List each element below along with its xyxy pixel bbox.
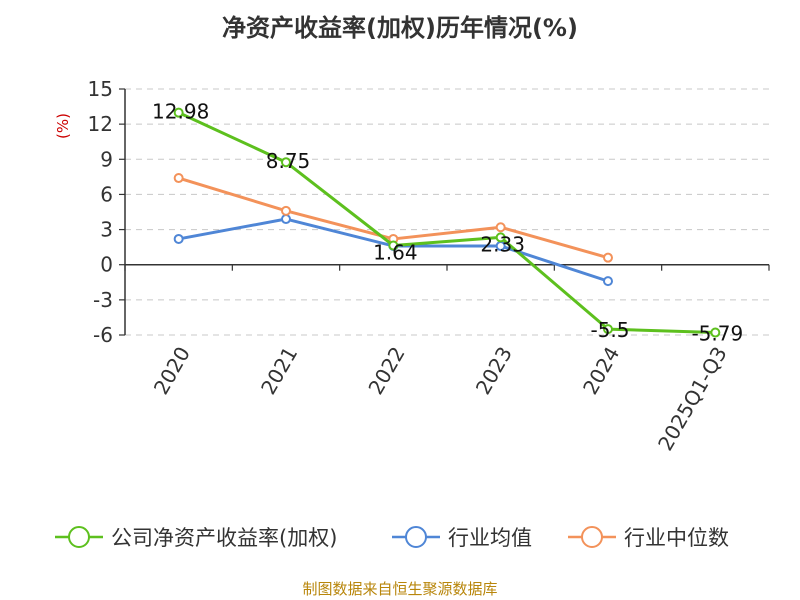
series-0 bbox=[173, 107, 721, 338]
legend-swatch-marker-2 bbox=[581, 526, 603, 548]
data-label-3: 2.33 bbox=[480, 232, 525, 256]
y-tick-label-2: 9 bbox=[100, 147, 113, 171]
y-tick-label-1: 12 bbox=[88, 112, 113, 136]
data-label-0: 12.98 bbox=[152, 100, 209, 124]
footer-source: 制图数据来自恒生聚源数据库 bbox=[302, 580, 497, 598]
chart-title: 净资产收益率(加权)历年情况(%) bbox=[222, 14, 578, 42]
data-label-4: -5.5 bbox=[590, 318, 629, 342]
data-label-5: -5.79 bbox=[691, 322, 743, 346]
series-layer bbox=[173, 107, 721, 338]
series-2-point-4 bbox=[603, 252, 613, 263]
legend-label-2: 行业中位数 bbox=[624, 526, 729, 550]
series-line-0 bbox=[178, 111, 716, 335]
series-0-point-0 bbox=[173, 107, 184, 118]
data-label-2: 1.64 bbox=[373, 241, 418, 265]
series-0-point-2 bbox=[388, 240, 399, 251]
series-1-point-1 bbox=[281, 214, 291, 225]
y-tick-label-4: 3 bbox=[100, 218, 113, 242]
legend: 公司净资产收益率(加权) 行业均值 行业中位数 bbox=[55, 526, 729, 550]
axis-layer: 15 12 9 6 3 0 -3 -6 2020 2021 2022 2023 2024 2025Q1-Q… bbox=[88, 77, 770, 455]
y-tick-label-5: 0 bbox=[100, 253, 113, 277]
y-axis-label: (%) bbox=[54, 113, 72, 139]
series-2-point-1 bbox=[281, 205, 291, 216]
series-0-point-3 bbox=[495, 232, 506, 243]
series-1-point-4 bbox=[603, 276, 613, 287]
series-2-point-0 bbox=[173, 173, 184, 184]
data-label-layer: 12.98 8.75 1.64 2.33 -5.5 -5.79 bbox=[152, 100, 743, 346]
legend-label-1: 行业均值 bbox=[448, 526, 532, 550]
y-tick-label-7: -6 bbox=[93, 323, 113, 347]
x-tick-label-5: 2025Q1-Q3 bbox=[653, 343, 732, 455]
series-1-point-0 bbox=[173, 233, 184, 244]
series-0-point-1 bbox=[281, 157, 291, 168]
legend-item-0[interactable]: 公司净资产收益率(加权) bbox=[55, 526, 337, 550]
legend-swatch-marker-0 bbox=[68, 526, 90, 548]
legend-item-1[interactable]: 行业均值 bbox=[392, 526, 532, 550]
y-tick-label-6: -3 bbox=[93, 288, 113, 312]
series-2-point-3 bbox=[495, 222, 506, 233]
legend-swatch-marker-1 bbox=[405, 526, 427, 548]
x-tick-label-1: 2021 bbox=[256, 343, 302, 399]
x-tick-label-3: 2023 bbox=[471, 343, 517, 399]
x-tick-label-0: 2020 bbox=[149, 343, 195, 399]
legend-label-0: 公司净资产收益率(加权) bbox=[111, 526, 337, 550]
legend-item-2[interactable]: 行业中位数 bbox=[568, 526, 729, 550]
series-2 bbox=[173, 173, 613, 263]
x-tick-label-4: 2024 bbox=[578, 343, 624, 399]
data-label-1: 8.75 bbox=[266, 149, 311, 173]
x-tick-label-2: 2022 bbox=[363, 343, 409, 399]
y-tick-label-3: 6 bbox=[100, 182, 113, 206]
grid-layer bbox=[125, 88, 769, 336]
y-tick-label-0: 15 bbox=[88, 77, 113, 101]
series-0-point-5 bbox=[710, 327, 721, 338]
series-0-point-4 bbox=[603, 324, 613, 335]
